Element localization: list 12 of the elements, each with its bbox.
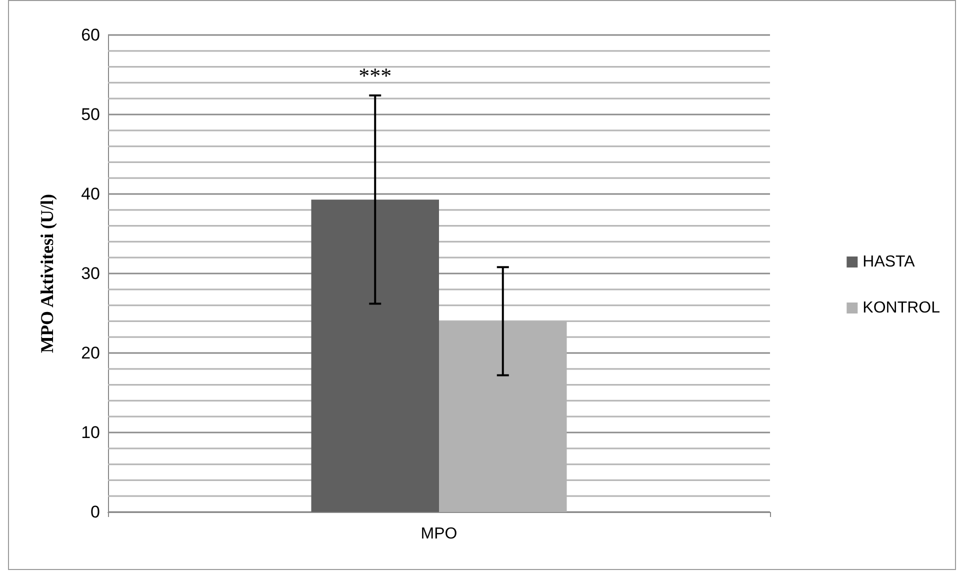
x-tick-label: MPO [420, 526, 458, 542]
y-tick-label: 60 [81, 26, 100, 44]
y-tick-label: 20 [81, 344, 100, 362]
y-tick-label: 50 [81, 105, 100, 124]
y-tick-label: 10 [81, 423, 100, 442]
y-tick-label: 0 [90, 502, 100, 522]
legend-label: HASTA [862, 254, 916, 270]
y-tick-label: 40 [81, 184, 100, 204]
legend-label: KONTROL [862, 300, 940, 316]
y-axis-title: MPO Aktivitesi (U/l) [37, 194, 57, 353]
annotation: *** [358, 62, 392, 88]
y-tick-label: 30 [81, 264, 100, 283]
